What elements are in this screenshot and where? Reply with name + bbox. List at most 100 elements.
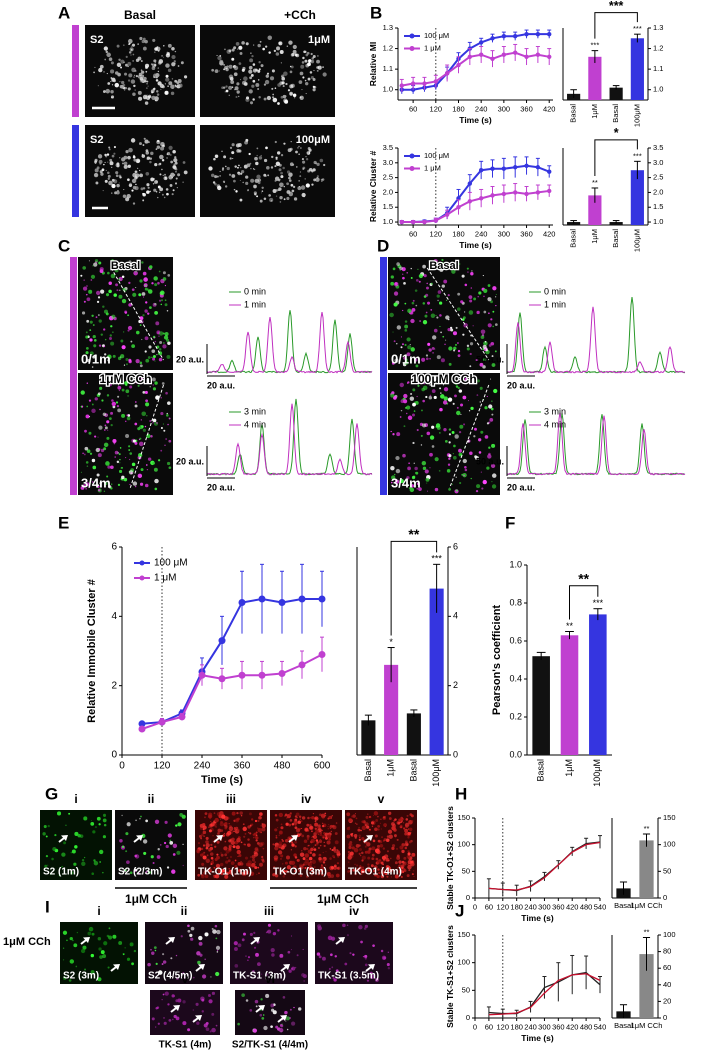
spot xyxy=(116,401,118,403)
spot xyxy=(255,1000,259,1004)
spot xyxy=(167,274,170,277)
spot xyxy=(281,154,283,156)
spot xyxy=(348,843,351,846)
spot xyxy=(470,353,472,355)
spot xyxy=(114,191,117,194)
spot xyxy=(305,64,309,68)
spot xyxy=(169,466,172,469)
spot xyxy=(153,189,156,192)
spot xyxy=(298,154,299,155)
spot xyxy=(264,159,267,162)
spot xyxy=(124,364,125,365)
condition-bar xyxy=(72,125,79,217)
spot xyxy=(101,449,104,452)
spot xyxy=(146,87,148,89)
spot xyxy=(388,952,389,953)
spot xyxy=(216,856,220,860)
spot xyxy=(318,834,320,836)
spot xyxy=(394,340,396,342)
data-point xyxy=(502,167,506,171)
spot xyxy=(72,850,76,854)
spot xyxy=(313,847,314,848)
spot xyxy=(429,467,430,468)
y-tick-label: 0 xyxy=(663,893,667,902)
spot xyxy=(127,417,131,421)
spot xyxy=(245,176,248,179)
spot xyxy=(153,59,156,62)
tile-label: TK-S1 (3.5m) xyxy=(318,971,379,982)
spot xyxy=(130,55,131,56)
spot xyxy=(274,828,277,831)
y-axis-label: Pearson's coefficient xyxy=(491,605,503,716)
spot xyxy=(145,391,148,394)
spot xyxy=(158,848,160,850)
spot xyxy=(347,934,349,936)
spot xyxy=(301,89,302,90)
spot xyxy=(411,853,415,857)
spot xyxy=(268,194,271,197)
spot xyxy=(80,834,84,838)
spot xyxy=(123,954,124,955)
spot xyxy=(272,96,274,98)
tile-label: 3/4m xyxy=(81,475,111,490)
spot xyxy=(137,168,138,169)
spot xyxy=(217,186,221,190)
y-tick-label: 2 xyxy=(111,680,117,691)
x-tick-label: 300 xyxy=(498,104,511,113)
spot xyxy=(300,72,304,76)
spot xyxy=(278,41,282,45)
spot xyxy=(93,859,95,861)
spot xyxy=(443,280,447,284)
data-point xyxy=(536,53,540,57)
spot xyxy=(495,305,496,306)
spot xyxy=(128,148,133,153)
spot xyxy=(436,315,437,316)
spot xyxy=(402,277,405,280)
spot xyxy=(66,940,68,942)
spot xyxy=(175,182,177,184)
spot xyxy=(87,297,91,301)
spot xyxy=(310,848,313,851)
spot xyxy=(249,76,252,79)
spot xyxy=(229,95,230,96)
spot xyxy=(127,822,131,826)
spot xyxy=(383,816,385,818)
spot xyxy=(423,302,426,305)
spot xyxy=(171,62,175,66)
spot xyxy=(160,450,162,452)
spot xyxy=(162,382,165,385)
spot xyxy=(276,195,277,196)
spot xyxy=(103,90,106,93)
spot xyxy=(119,175,122,178)
spot xyxy=(274,50,276,52)
x-tick-label: 60 xyxy=(485,902,493,911)
data-point xyxy=(513,50,517,54)
spot xyxy=(146,149,149,152)
spot xyxy=(352,953,354,955)
data-point xyxy=(524,32,528,36)
x-tick-label: 0 xyxy=(473,902,477,911)
spot xyxy=(301,835,304,838)
spot xyxy=(495,350,497,352)
panel-letter: G xyxy=(45,784,58,803)
spot xyxy=(191,927,195,931)
spot xyxy=(286,855,290,859)
spot xyxy=(125,358,128,361)
spot xyxy=(362,826,366,830)
spot xyxy=(179,813,183,817)
spot xyxy=(159,348,161,350)
tile-label: TK-O1 (3m) xyxy=(273,867,327,878)
spot xyxy=(104,46,108,50)
spot xyxy=(61,852,65,856)
spot xyxy=(484,311,487,314)
spot xyxy=(391,822,395,826)
spot xyxy=(311,839,315,843)
spot xyxy=(155,97,159,101)
spot xyxy=(253,834,255,836)
spot xyxy=(333,856,335,858)
spot xyxy=(127,62,131,66)
spot xyxy=(152,1017,155,1020)
spot xyxy=(197,961,200,964)
spot xyxy=(410,861,413,864)
spot xyxy=(471,287,473,289)
